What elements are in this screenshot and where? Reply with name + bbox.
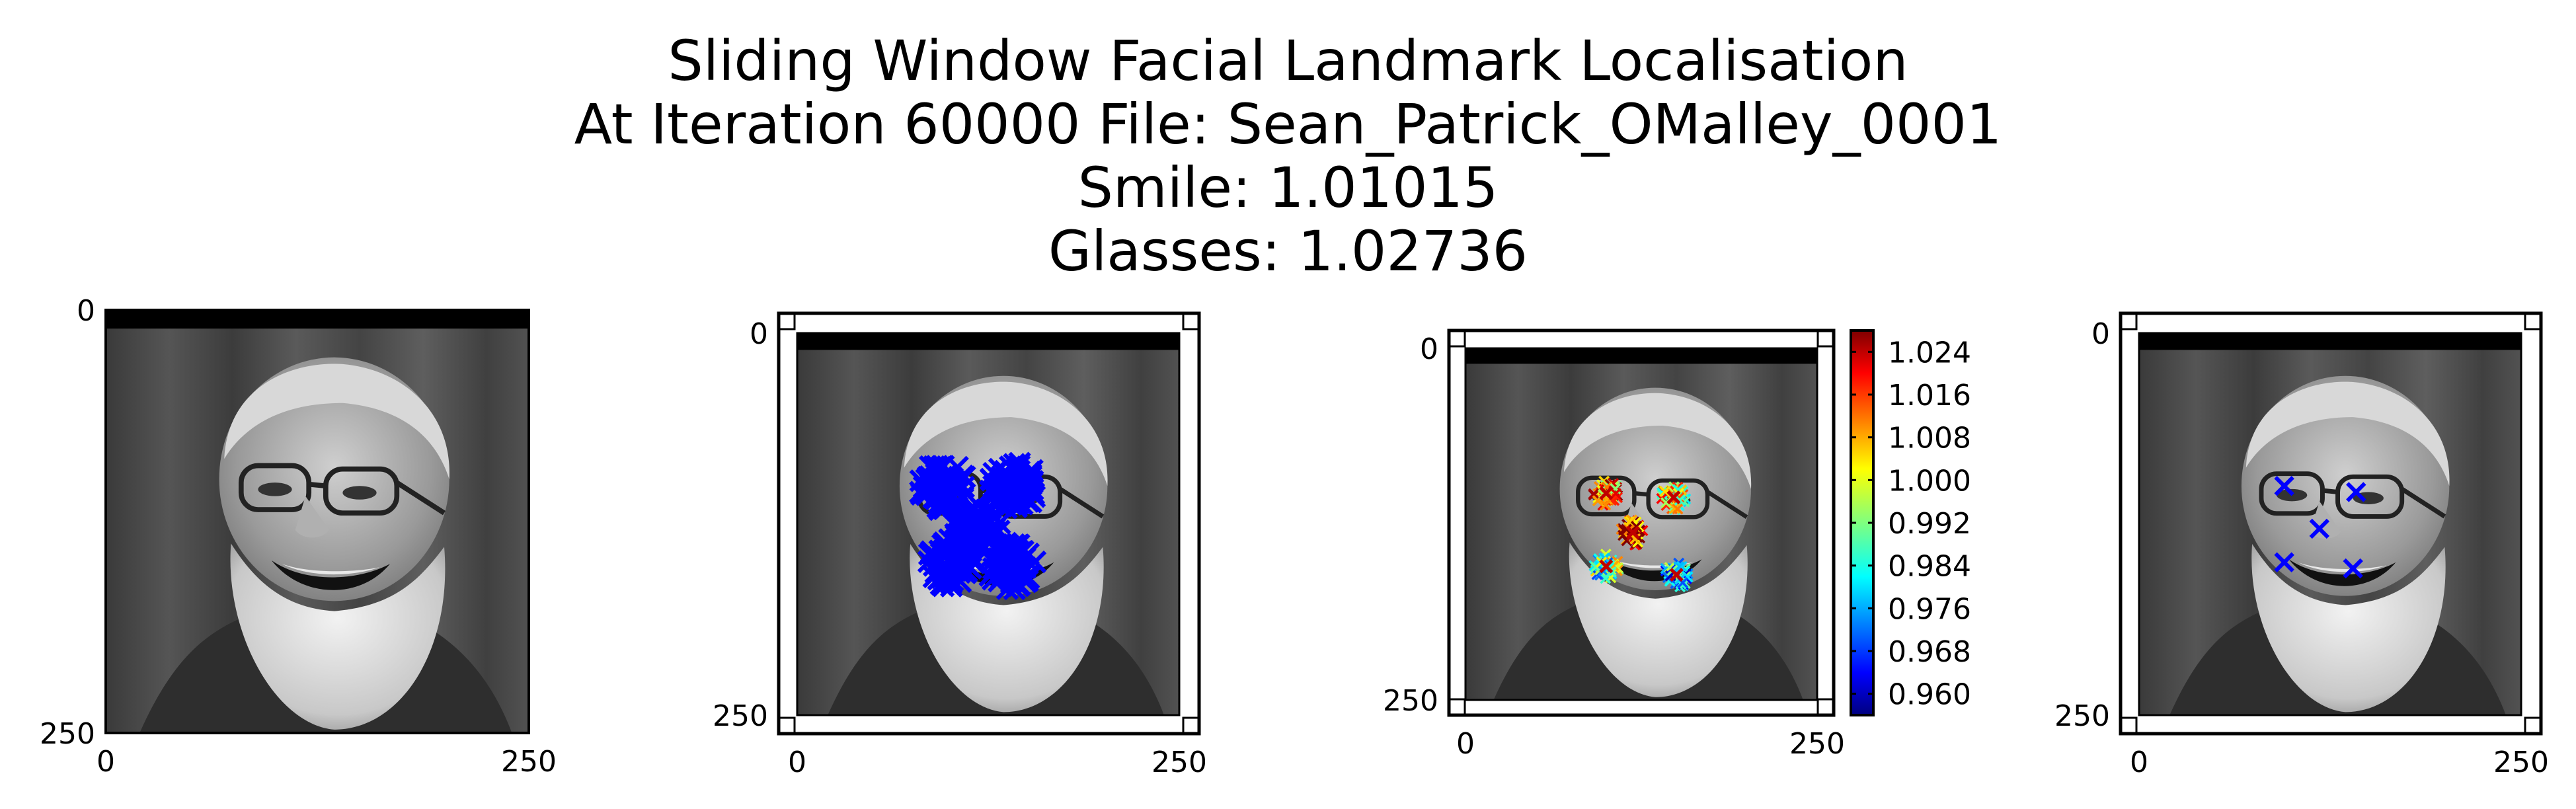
x-tick-label: 250 [1789,727,1845,761]
x-tick-label: 250 [501,745,557,779]
y-tick-label: 0 [1420,332,1438,366]
image-frame [796,332,1181,716]
image-frame [2138,332,2522,716]
x-tick-label: 250 [1151,746,1207,779]
title-line-3: Smile: 1.01015 [1077,155,1499,220]
corner-box [1816,329,1835,348]
colorbar-tick-label: 0.984 [1888,550,1971,584]
corner-box [1182,312,1200,330]
panel-2: 0 250 0 250 [713,311,1207,779]
colorbar-tick-label: 0.992 [1888,507,1971,541]
panel-3: 0 250 0 250 1.024 1.016 1.008 1.000 0.992 0.984 0.… [1383,328,1971,761]
corner-box [1448,329,1466,348]
colorbar-tick-label: 1.000 [1888,464,1971,498]
title-line-4: Glasses: 1.02736 [1048,219,1528,284]
axes-frame [1447,328,1836,717]
x-tick-label: 0 [2130,746,2148,779]
corner-box [2524,312,2542,330]
y-tick-label: 250 [713,699,768,733]
y-tick-label: 250 [1383,684,1438,718]
corner-box [1816,698,1835,716]
title-line-2: At Iteration 60000 File: Sean_Patrick_OM… [574,92,2002,157]
x-tick-label: 0 [97,745,115,779]
face-image [106,310,529,733]
y-tick-label: 250 [40,717,95,751]
corner-box [2119,312,2138,330]
figure-title: Sliding Window Facial Landmark Localisat… [0,29,2576,283]
title-line-1: Sliding Window Facial Landmark Localisat… [668,28,1908,93]
x-tick-label: 250 [2493,746,2549,779]
panel-4: 0 250 0 250 [2054,311,2549,779]
y-tick-label: 250 [2054,699,2110,733]
colorbar-tick-label: 1.016 [1888,379,1971,412]
y-tick-label: 0 [750,317,768,351]
corner-box [2524,716,2542,735]
corner-box [777,716,796,735]
y-tick-label: 0 [2091,317,2110,351]
colorbar-tick-label: 1.024 [1888,336,1971,369]
corner-box [777,312,796,330]
colorbar-tick-label: 0.968 [1888,635,1971,669]
corner-box [1448,698,1466,716]
axes-frame [2119,311,2543,736]
image-frame [104,309,530,734]
colorbar-tick-label: 1.008 [1888,422,1971,455]
corner-box [2119,716,2138,735]
x-tick-label: 0 [1456,727,1475,761]
colorbar-tick-label: 0.976 [1888,592,1971,626]
colorbar-tick-label: 0.960 [1888,678,1971,712]
image-frame [1464,347,1818,701]
corner-box [1182,716,1200,735]
face-image [2139,333,2521,715]
axes-frame [777,311,1201,736]
y-tick-label: 0 [77,294,95,328]
x-tick-label: 0 [788,746,806,779]
